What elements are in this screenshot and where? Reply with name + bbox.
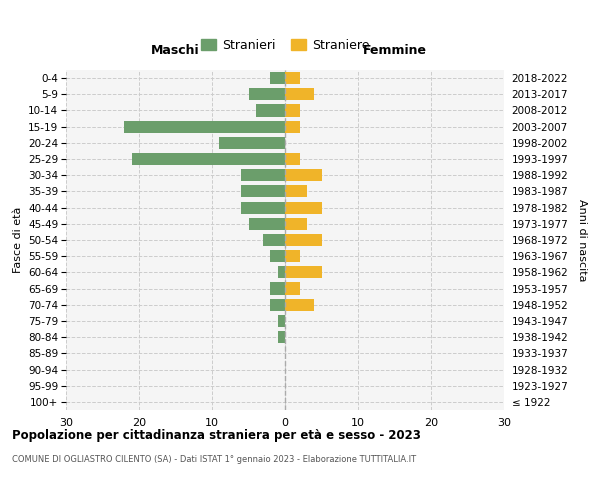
Bar [278,315,285,327]
Text: Femmine: Femmine [362,44,427,58]
Bar [248,218,285,230]
Bar [285,298,314,311]
Y-axis label: Fasce di età: Fasce di età [13,207,23,273]
Bar [248,88,285,101]
Bar [241,202,285,213]
Bar [278,331,285,343]
Bar [263,234,285,246]
Bar [285,104,299,117]
Bar [285,169,322,181]
Bar [285,120,299,132]
Text: Maschi: Maschi [151,44,200,58]
Bar [285,282,299,294]
Bar [132,153,285,165]
Bar [220,137,285,149]
Text: COMUNE DI OGLIASTRO CILENTO (SA) - Dati ISTAT 1° gennaio 2023 - Elaborazione TUT: COMUNE DI OGLIASTRO CILENTO (SA) - Dati … [12,455,416,464]
Y-axis label: Anni di nascita: Anni di nascita [577,198,587,281]
Bar [271,250,285,262]
Bar [285,266,322,278]
Bar [285,234,322,246]
Text: Popolazione per cittadinanza straniera per età e sesso - 2023: Popolazione per cittadinanza straniera p… [12,430,421,442]
Bar [124,120,285,132]
Bar [285,250,299,262]
Bar [278,266,285,278]
Bar [285,202,322,213]
Bar [285,218,307,230]
Bar [285,153,299,165]
Bar [285,186,307,198]
Bar [241,169,285,181]
Bar [285,72,299,84]
Bar [285,88,314,101]
Bar [256,104,285,117]
Bar [271,72,285,84]
Bar [241,186,285,198]
Legend: Stranieri, Straniere: Stranieri, Straniere [201,38,369,52]
Bar [271,298,285,311]
Bar [271,282,285,294]
